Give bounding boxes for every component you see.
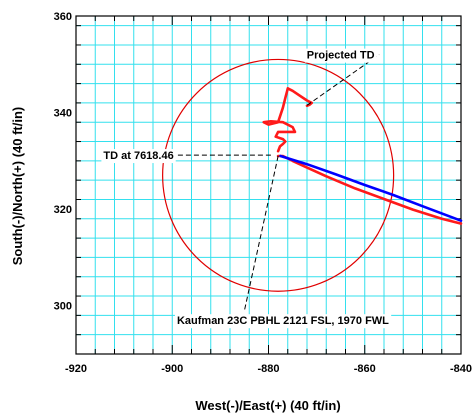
x-tick-label: -880 xyxy=(257,363,279,375)
axes-frame xyxy=(75,15,462,355)
x-tick-label: -840 xyxy=(450,363,472,375)
x-tick-label: -920 xyxy=(65,363,87,375)
y-tick-label: 340 xyxy=(54,108,72,120)
series-line xyxy=(262,87,297,153)
y-tick-label: 320 xyxy=(54,204,72,216)
series-line xyxy=(279,154,463,222)
target-circle-layer xyxy=(162,58,395,292)
series-layer xyxy=(262,87,463,225)
x-tick-label: -900 xyxy=(161,363,183,375)
grid xyxy=(75,16,462,355)
y-axis-title: South(-)/North(+) (40 ft/in) xyxy=(10,107,25,266)
x-axis-title: West(-)/East(+) (40 ft/in) xyxy=(195,398,340,413)
annotation-label-background xyxy=(101,149,176,164)
annotation-label-background xyxy=(174,314,392,329)
y-tick-label: 360 xyxy=(54,11,72,23)
annotation-leader-line xyxy=(306,54,380,106)
y-tick-label: 300 xyxy=(54,301,72,313)
annotation-layer: Projected TD TD at 7618.46 Kaufman 23C PBH… xyxy=(101,48,392,329)
annotation-label-background xyxy=(304,48,377,63)
target-circle xyxy=(162,58,395,292)
tick-label-layer: -920 -900 -880 -860 -840 300 320 340 360 xyxy=(54,11,472,375)
x-tick-label: -860 xyxy=(354,363,376,375)
annotation-leader-line xyxy=(243,155,279,311)
annotation-label: Projected TD xyxy=(307,50,375,62)
annotation-label: TD at 7618.46 xyxy=(103,150,173,162)
series-line xyxy=(286,87,314,108)
annotation-label: Kaufman 23C PBHL 2121 FSL, 1970 FWL xyxy=(177,315,389,327)
